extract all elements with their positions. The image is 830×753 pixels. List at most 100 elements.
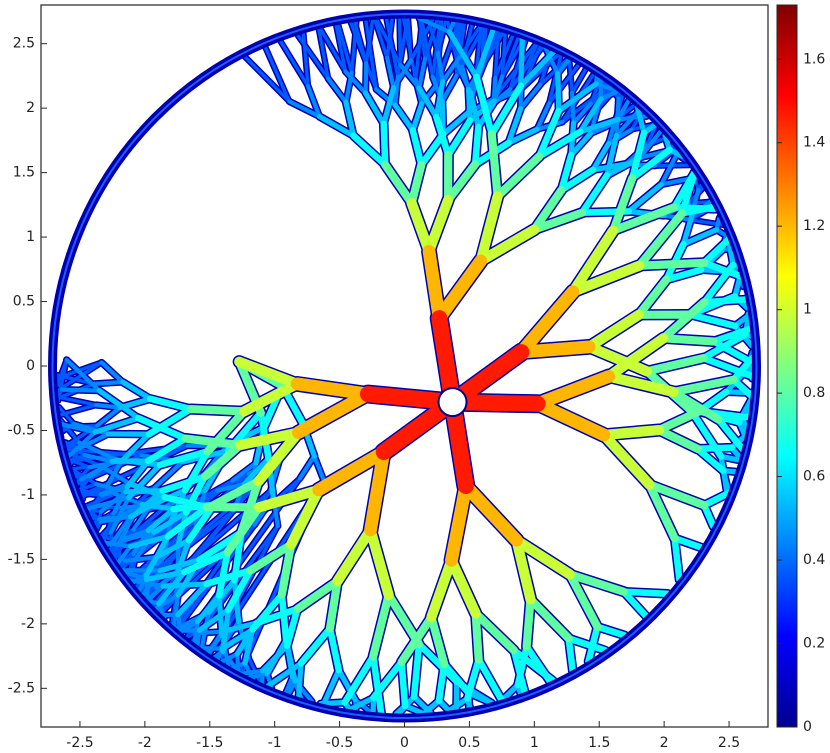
channel [678,203,718,217]
channel [317,27,330,81]
channel [565,635,609,654]
channel [126,481,168,500]
channel [417,16,427,61]
channel [362,90,387,127]
channel [60,387,102,393]
channel [694,445,727,474]
channel [433,78,446,120]
channel [410,640,423,701]
channel [181,448,212,494]
channel [108,514,133,547]
channel [444,117,474,159]
channel [164,503,211,540]
channel [348,20,378,91]
channel [263,45,291,104]
channel [446,29,480,80]
channel [118,530,156,544]
channel [417,56,428,91]
channel [249,591,286,633]
channel [239,378,303,417]
channel [493,152,544,201]
channel [384,590,424,649]
channel [565,570,628,596]
channel [147,395,194,413]
x-tick-label: -2.5 [66,735,93,751]
channel [604,132,620,179]
channel [109,542,118,563]
channel [145,506,177,534]
channel [730,354,756,383]
channel [577,116,621,135]
colorbar-tick-label: 0.2 [803,636,825,652]
channel [380,120,389,169]
channel [285,484,324,550]
channel [234,356,303,390]
channel [606,119,618,146]
channel [115,544,133,566]
channel [584,309,644,352]
channel [143,569,188,583]
channel [186,404,249,416]
channel [365,524,394,601]
channel [634,275,671,319]
y-tick-label: 1 [26,229,35,245]
channel [426,555,457,623]
channel [242,626,256,666]
channel [278,591,290,644]
channel [56,395,98,407]
colorbar-tick-label: 0 [803,719,812,735]
channel [264,637,289,677]
channel [522,595,535,651]
channel [343,69,368,96]
channel [411,694,434,716]
channel [196,607,232,633]
channel [626,181,664,215]
channel [588,121,617,136]
channel [369,653,385,717]
channel [278,39,310,88]
channel [171,592,181,629]
channel [393,74,400,108]
channel [181,549,231,576]
channel [530,208,587,234]
channel [347,695,377,713]
channel [336,22,354,75]
channel [435,50,445,84]
channel [493,33,515,80]
channel [283,674,295,696]
channel [440,55,462,84]
channel [614,107,642,138]
channel [635,258,709,270]
channel [505,106,524,146]
channel [293,577,342,614]
channel [77,431,111,451]
channel [325,577,342,633]
channel [92,415,141,435]
channel [598,429,655,490]
y-tick-label: 2 [26,100,35,116]
channel [436,18,448,55]
channel [570,90,576,126]
channel [487,129,502,201]
channel [620,588,671,598]
channel [471,609,518,655]
channel [374,17,403,67]
channel [410,101,425,134]
channel [718,453,731,499]
channel [475,656,505,704]
outlet [437,387,468,418]
channel [242,660,255,682]
channel [556,81,599,114]
channel [312,453,326,483]
channel [534,101,552,132]
channel [475,224,540,267]
channel [444,160,480,205]
x-tick-label: 0.5 [458,735,480,751]
channel [415,640,460,685]
channel [287,99,322,119]
channel [531,370,616,411]
channel [474,26,496,80]
channel [571,101,593,126]
channel [715,416,746,453]
channel [555,71,562,114]
